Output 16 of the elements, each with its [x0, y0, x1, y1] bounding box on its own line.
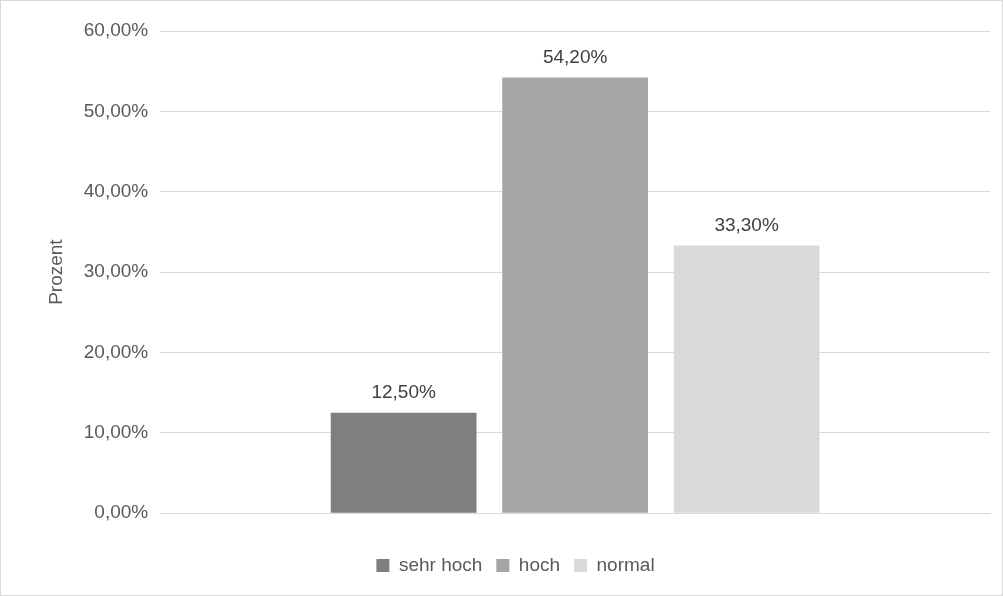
y-tick-label: 50,00%	[83, 99, 149, 121]
data-label: 54,20%	[542, 46, 608, 68]
y-tick-label: 0,00%	[94, 501, 149, 523]
y-axis-title: Prozent	[44, 238, 66, 305]
y-tick-label: 30,00%	[83, 260, 149, 282]
y-tick-label: 10,00%	[83, 421, 149, 443]
bar	[502, 77, 648, 513]
y-tick-label: 20,00%	[83, 340, 149, 362]
y-tick-label: 40,00%	[83, 179, 149, 201]
data-label: 33,30%	[714, 214, 779, 236]
legend-label: sehr hoch	[398, 553, 483, 575]
bar	[330, 412, 477, 513]
legend-label: normal	[596, 553, 655, 575]
legend-label: hoch	[518, 553, 561, 575]
data-label: 12,50%	[371, 381, 436, 403]
y-tick-label: 60,00%	[83, 19, 149, 41]
